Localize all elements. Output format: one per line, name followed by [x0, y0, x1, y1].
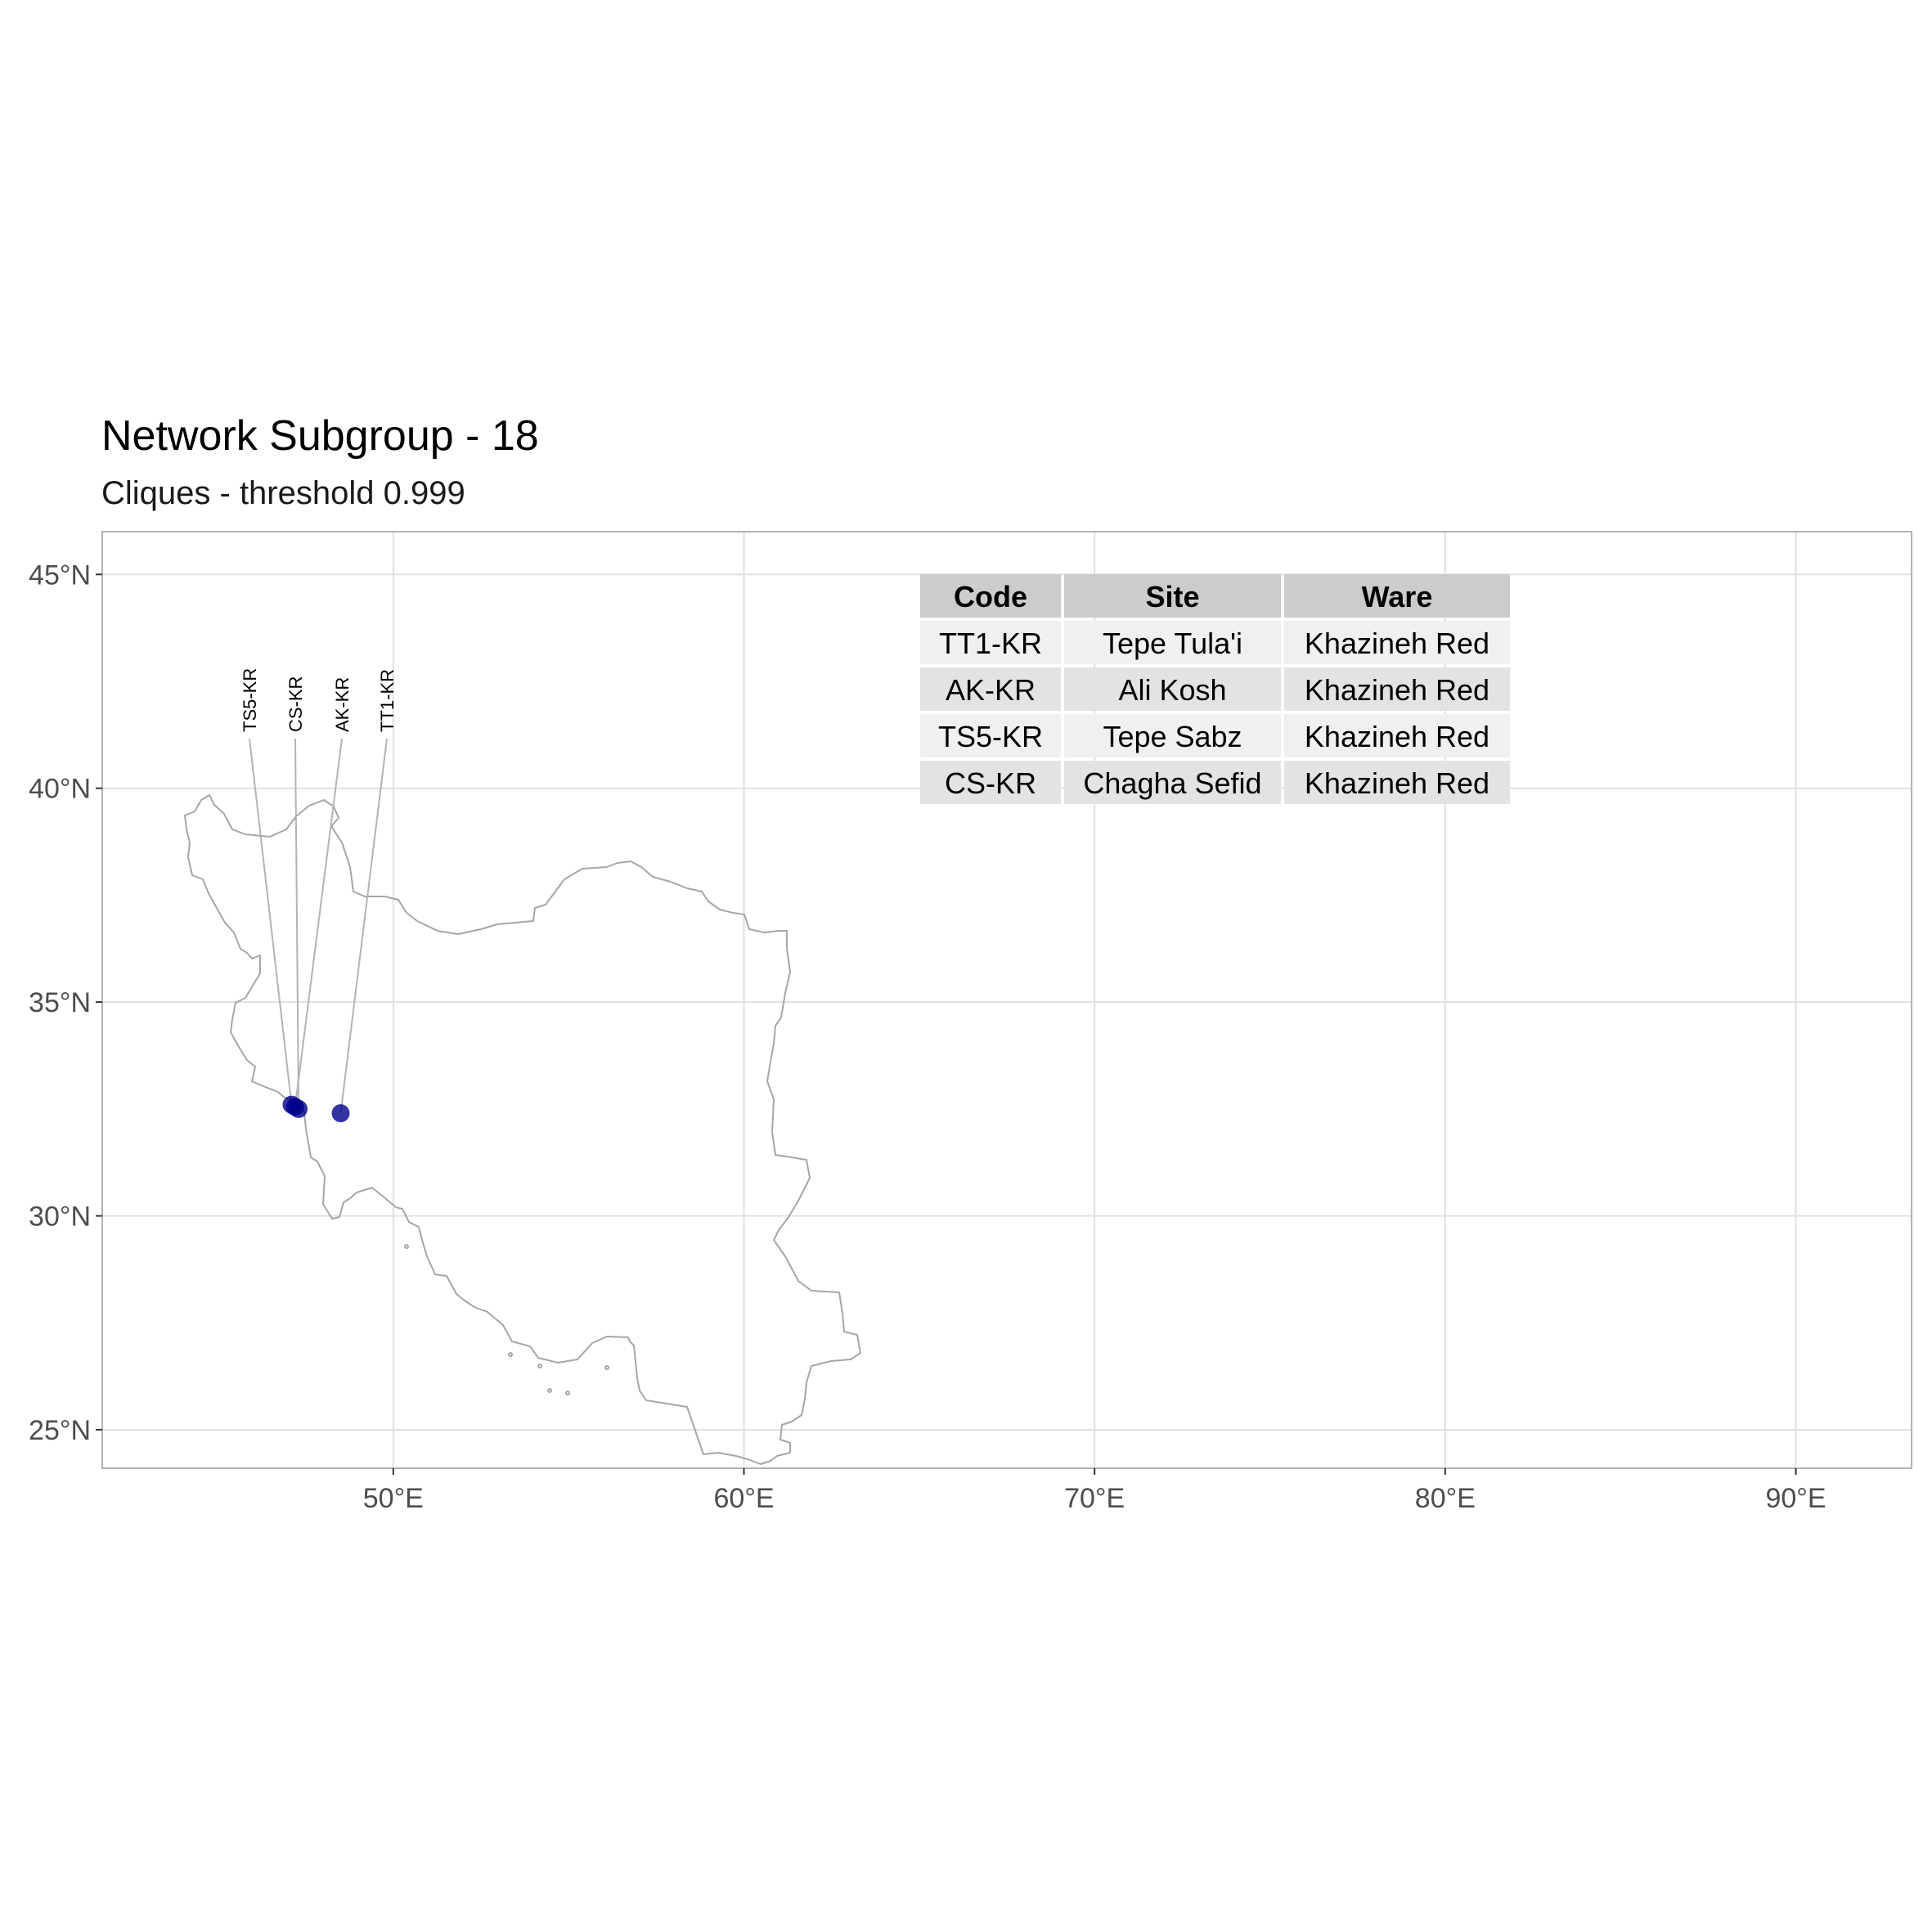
- table-cell-bg: [1064, 761, 1281, 804]
- table-cell: Khazineh Red: [1305, 720, 1489, 753]
- x-tick-label: 70°E: [1064, 1483, 1125, 1514]
- panel-border: [101, 531, 1912, 1469]
- site-table: Code Site Ware TT1-KR Tepe Tula'i Khazineh Re…: [920, 574, 1510, 804]
- island: [604, 1365, 609, 1370]
- table-header-cell: [920, 574, 1061, 618]
- leader-line-ts5-kr: [249, 738, 293, 1105]
- site-label-tt1-kr: TT1-KR: [377, 669, 398, 732]
- table-cell: Tepe Sabz: [1103, 720, 1242, 753]
- island: [404, 1244, 409, 1249]
- table-cell: Tepe Tula'i: [1103, 627, 1242, 660]
- x-tick-label: 50°E: [363, 1483, 424, 1514]
- x-tick-label: 80°E: [1415, 1483, 1476, 1514]
- x-tick-label: 90°E: [1765, 1483, 1826, 1514]
- table-cell: CS-KR: [945, 766, 1036, 800]
- map-subtitle: Cliques - threshold 0.999: [101, 475, 465, 511]
- leader-line-tt1-kr: [339, 738, 388, 1114]
- site-labels: TS5-KR CS-KR AK-KR TT1-KR: [240, 668, 398, 1114]
- leader-line-cs-kr: [294, 738, 300, 1109]
- table-cell-bg: [1284, 714, 1510, 757]
- island: [508, 1352, 513, 1357]
- island: [565, 1391, 570, 1395]
- table-header-ware: Ware: [1362, 580, 1433, 613]
- site-label-ts5-kr: TS5-KR: [240, 668, 260, 732]
- island: [547, 1388, 552, 1393]
- leader-line-ak-kr: [294, 738, 343, 1108]
- y-axis-ticks: 25°N 30°N 35°N 40°N 45°N: [29, 559, 102, 1446]
- site-point-tt1-kr: [331, 1104, 350, 1123]
- site-points: [282, 1095, 350, 1123]
- table-cell-bg: [1284, 667, 1510, 711]
- y-tick-label: 30°N: [29, 1202, 91, 1233]
- x-tick-label: 60°E: [713, 1483, 774, 1514]
- table-cell-bg: [1064, 667, 1281, 711]
- table-cell-bg: [920, 667, 1061, 711]
- table-cell: AK-KR: [946, 673, 1036, 707]
- table-cell: Khazineh Red: [1305, 766, 1489, 800]
- x-axis-ticks: 50°E 60°E 70°E 80°E 90°E: [363, 1468, 1826, 1514]
- y-tick-label: 35°N: [29, 987, 91, 1018]
- table-header-site: Site: [1145, 580, 1199, 613]
- table-cell: Khazineh Red: [1305, 673, 1489, 707]
- table-cell: Ali Kosh: [1118, 673, 1226, 707]
- table-header-cell: [1284, 574, 1510, 618]
- table-cell-bg: [920, 621, 1061, 664]
- site-label-ak-kr: AK-KR: [332, 677, 353, 732]
- table-cell: TS5-KR: [938, 720, 1043, 753]
- map-title: Network Subgroup - 18: [101, 412, 539, 460]
- table-cell-bg: [1064, 714, 1281, 757]
- y-tick-label: 40°N: [29, 774, 91, 805]
- table-cell: Chagha Sefid: [1083, 766, 1261, 800]
- table-cell-bg: [1284, 621, 1510, 664]
- table-header-cell: [1064, 574, 1281, 618]
- y-tick-label: 25°N: [29, 1415, 91, 1446]
- table-cell: TT1-KR: [939, 627, 1042, 660]
- site-label-cs-kr: CS-KR: [285, 676, 306, 732]
- table-cell-bg: [920, 761, 1061, 804]
- table-cell-bg: [1284, 761, 1510, 804]
- table-cell-bg: [920, 714, 1061, 757]
- table-header-code: Code: [954, 580, 1027, 613]
- table-cell-bg: [1064, 621, 1281, 664]
- site-point-ak-kr: [285, 1098, 304, 1117]
- y-tick-label: 45°N: [29, 559, 91, 591]
- iran-border: [184, 794, 861, 1465]
- table-cell: Khazineh Red: [1305, 627, 1489, 660]
- island: [537, 1364, 542, 1368]
